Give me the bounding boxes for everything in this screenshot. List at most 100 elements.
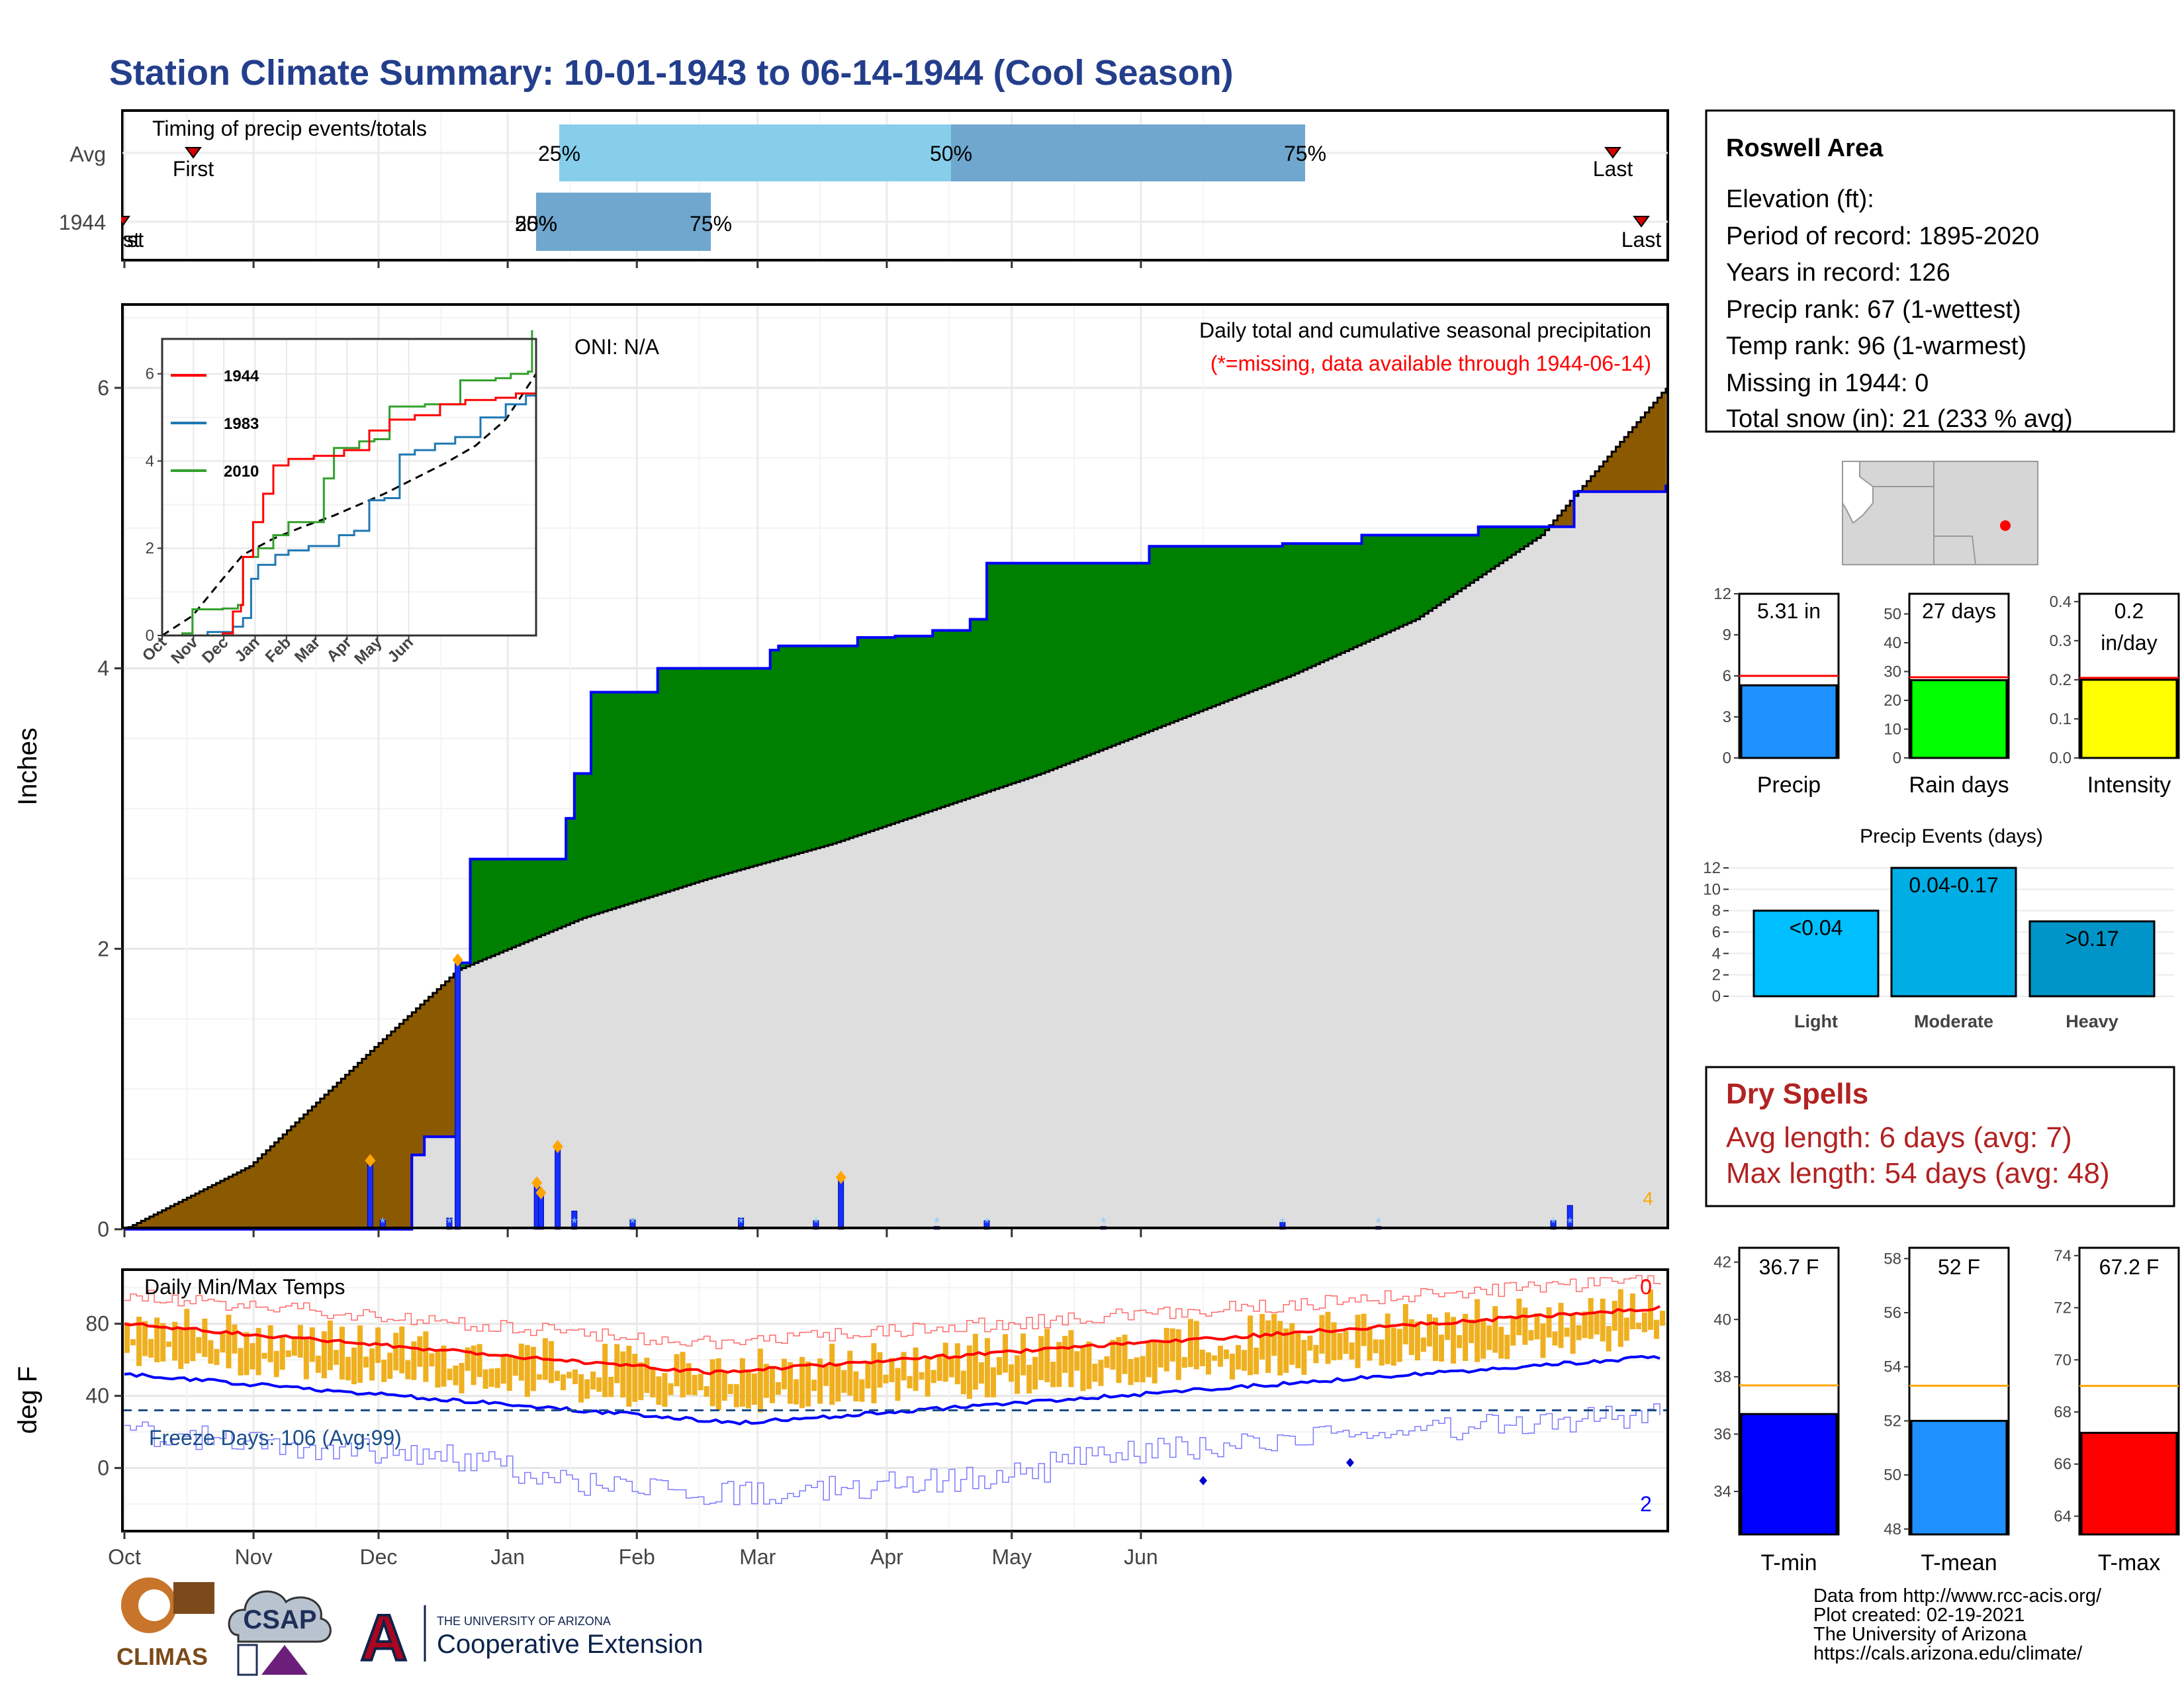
green-surplus-day [595, 692, 600, 914]
daily-temp-bar [160, 1323, 166, 1362]
gray-area-day [595, 914, 600, 1229]
gray-area-day [1361, 643, 1367, 1229]
csap-logo: CSAP [228, 1590, 332, 1676]
green-surplus-day [841, 645, 846, 841]
green-surplus-day [674, 668, 679, 890]
gray-area-day [1512, 555, 1516, 1229]
oni-label: ONI: N/A [574, 335, 660, 359]
green-surplus-day [578, 773, 584, 920]
green-surplus-day [1332, 543, 1338, 657]
gray-area-day [924, 812, 929, 1229]
brown-deficit-day [154, 1214, 158, 1229]
gray-area-day [1336, 655, 1342, 1229]
precip-title: Daily total and cumulative seasonal prec… [1199, 318, 1651, 342]
daily-temp-bar [363, 1356, 369, 1368]
gray-area-day [1091, 753, 1096, 1229]
y1944-first-label-visible: st [123, 228, 140, 252]
brown-deficit-day [383, 1039, 388, 1229]
gray-area-day [624, 904, 629, 1229]
green-surplus-day [1265, 546, 1271, 686]
green-surplus-day [1390, 535, 1396, 631]
gray-area-day [1641, 491, 1646, 1229]
gray-area-day [512, 947, 517, 1229]
daily-temp-bar [1451, 1317, 1457, 1364]
gray-area-day [1570, 526, 1575, 1229]
daily-temp-bar [1211, 1355, 1217, 1361]
daily-temp-bar [214, 1348, 220, 1366]
temp-bar-label: T-mean [1921, 1550, 1997, 1575]
gray-area-day [541, 935, 546, 1229]
gray-area-day [1324, 660, 1329, 1229]
brown-deficit-day [441, 985, 446, 1137]
brown-deficit-day [408, 1015, 412, 1229]
green-surplus-day [603, 692, 608, 912]
gray-area-day [674, 889, 679, 1229]
daily-temp-bar [567, 1372, 572, 1379]
green-surplus-day [545, 859, 550, 934]
green-surplus-day [632, 692, 637, 902]
event-marker [835, 1170, 846, 1184]
csap-cloud-icon [228, 1590, 332, 1643]
gray-area-day [1303, 669, 1308, 1229]
brown-deficit-day [370, 1051, 375, 1229]
daily-temp-bar [811, 1380, 817, 1391]
daily-precip-bar [367, 1160, 373, 1230]
event-marker [531, 1176, 543, 1190]
daily-temp-bar [285, 1350, 291, 1358]
daily-temp-bar [351, 1347, 357, 1385]
event-bar [1752, 910, 1880, 998]
trace-marker: * [380, 1215, 386, 1231]
gray-area-day [824, 845, 829, 1229]
brown-deficit-day [1645, 412, 1650, 492]
green-surplus-day [1278, 546, 1283, 680]
green-surplus-day [1187, 546, 1192, 716]
green-surplus-day [1453, 535, 1458, 594]
daily-temp-bar [769, 1366, 775, 1403]
gray-area-day [508, 949, 512, 1229]
daily-temp-bar [841, 1370, 847, 1393]
daily-temp-bar [471, 1345, 477, 1385]
green-surplus-day [1128, 563, 1133, 739]
green-surplus-day [508, 859, 512, 949]
y1944-p75-label: 75% [690, 212, 732, 236]
gray-area-day [528, 940, 533, 1229]
gray-area-day [978, 794, 983, 1229]
green-surplus-day [703, 668, 708, 880]
gray-area-day [1449, 596, 1454, 1229]
gray-area-day [1053, 769, 1058, 1229]
green-surplus-day [1087, 563, 1091, 756]
green-surplus-day [940, 630, 946, 808]
gray-area-day [1187, 716, 1192, 1229]
brown-deficit-day [199, 1191, 205, 1229]
brown-deficit-day [1615, 446, 1621, 492]
gray-area-day [1016, 782, 1021, 1229]
daily-temp-bar [1486, 1325, 1492, 1350]
temp-bar-ytick-label: 34 [1713, 1483, 1731, 1501]
gray-area-day [520, 943, 525, 1229]
brown-deficit-day [341, 1078, 346, 1229]
gray-area-day [936, 808, 942, 1229]
gray-area-day [899, 821, 904, 1229]
gray-area-day [757, 865, 762, 1229]
brown-deficit-day [357, 1062, 363, 1229]
green-surplus-day [649, 692, 655, 898]
daily-temp-bar [530, 1346, 536, 1391]
daily-temp-bar [1606, 1326, 1612, 1352]
brown-deficit-day [1619, 442, 1625, 492]
daily-temp-bar [1653, 1319, 1659, 1339]
gray-area-day [482, 959, 488, 1229]
gray-area-day [1087, 755, 1091, 1229]
daily-temp-bar [482, 1369, 488, 1389]
gray-area-day [1095, 752, 1100, 1229]
daily-temp-bar [345, 1356, 351, 1381]
gray-area-day [620, 906, 625, 1229]
temp-bar-value [1740, 1413, 1838, 1536]
green-surplus-day [1220, 546, 1225, 704]
gray-area-day [1307, 667, 1312, 1229]
temp-bar-ytick-label: 38 [1713, 1368, 1731, 1386]
inset-legend: 1944 1983 2010 [171, 367, 259, 481]
mini-ytick-label: 0.2 [2050, 671, 2071, 689]
y1944-p25-label: 25% [515, 212, 557, 236]
daily-temp-bar [423, 1331, 429, 1382]
